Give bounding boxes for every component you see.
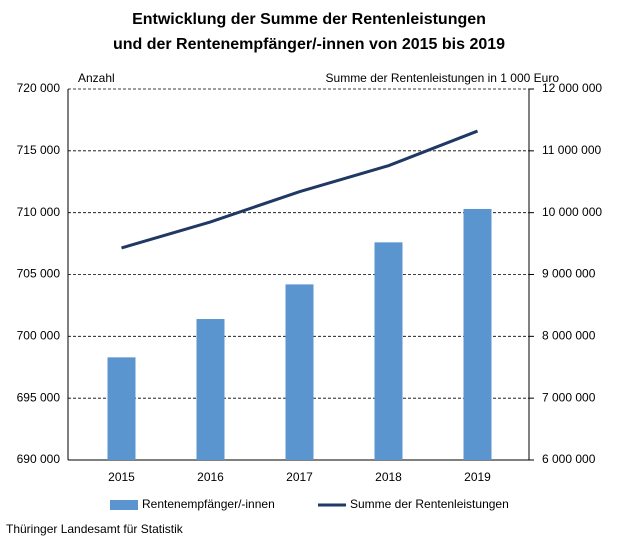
y2-tick-label: 10 000 000 bbox=[542, 205, 602, 219]
chart-title: und der Rentenempfänger/-innen von 2015 … bbox=[113, 36, 505, 53]
legend-label: Rentenempfänger/-innen bbox=[142, 497, 275, 511]
bar bbox=[285, 284, 314, 460]
bar bbox=[374, 242, 403, 460]
source: Thüringer Landesamt für Statistik bbox=[6, 522, 184, 536]
legend-swatch bbox=[110, 500, 138, 510]
y2-tick-label: 9 000 000 bbox=[542, 267, 596, 281]
x-tick-label: 2015 bbox=[108, 470, 135, 484]
y-tick-label: 715 000 bbox=[17, 143, 61, 157]
x-tick-label: 2018 bbox=[375, 470, 402, 484]
x-tick-label: 2016 bbox=[197, 470, 224, 484]
y-tick-label: 695 000 bbox=[17, 390, 61, 404]
legend-label: Summe der Rentenleistungen bbox=[350, 497, 509, 511]
y-tick-label: 700 000 bbox=[17, 329, 61, 343]
y-tick-label: 720 000 bbox=[17, 81, 61, 95]
y-axis-title: Anzahl bbox=[78, 71, 115, 85]
y-tick-label: 690 000 bbox=[17, 452, 61, 466]
y2-tick-label: 12 000 000 bbox=[542, 81, 602, 95]
chart-title: Entwicklung der Summe der Rentenleistung… bbox=[132, 11, 486, 28]
y2-axis-title: Summe der Rentenleistungen in 1 000 Euro bbox=[326, 71, 560, 85]
bar bbox=[196, 319, 225, 460]
y2-tick-label: 8 000 000 bbox=[542, 329, 596, 343]
y-tick-label: 705 000 bbox=[17, 267, 61, 281]
bar bbox=[107, 357, 136, 460]
bar bbox=[463, 208, 492, 460]
y2-tick-label: 11 000 000 bbox=[542, 143, 601, 157]
y2-tick-label: 7 000 000 bbox=[542, 390, 596, 404]
y2-tick-label: 6 000 000 bbox=[542, 452, 596, 466]
x-tick-label: 2019 bbox=[464, 470, 491, 484]
line bbox=[121, 129, 479, 250]
x-tick-label: 2017 bbox=[286, 470, 313, 484]
y-tick-label: 710 000 bbox=[17, 205, 61, 219]
